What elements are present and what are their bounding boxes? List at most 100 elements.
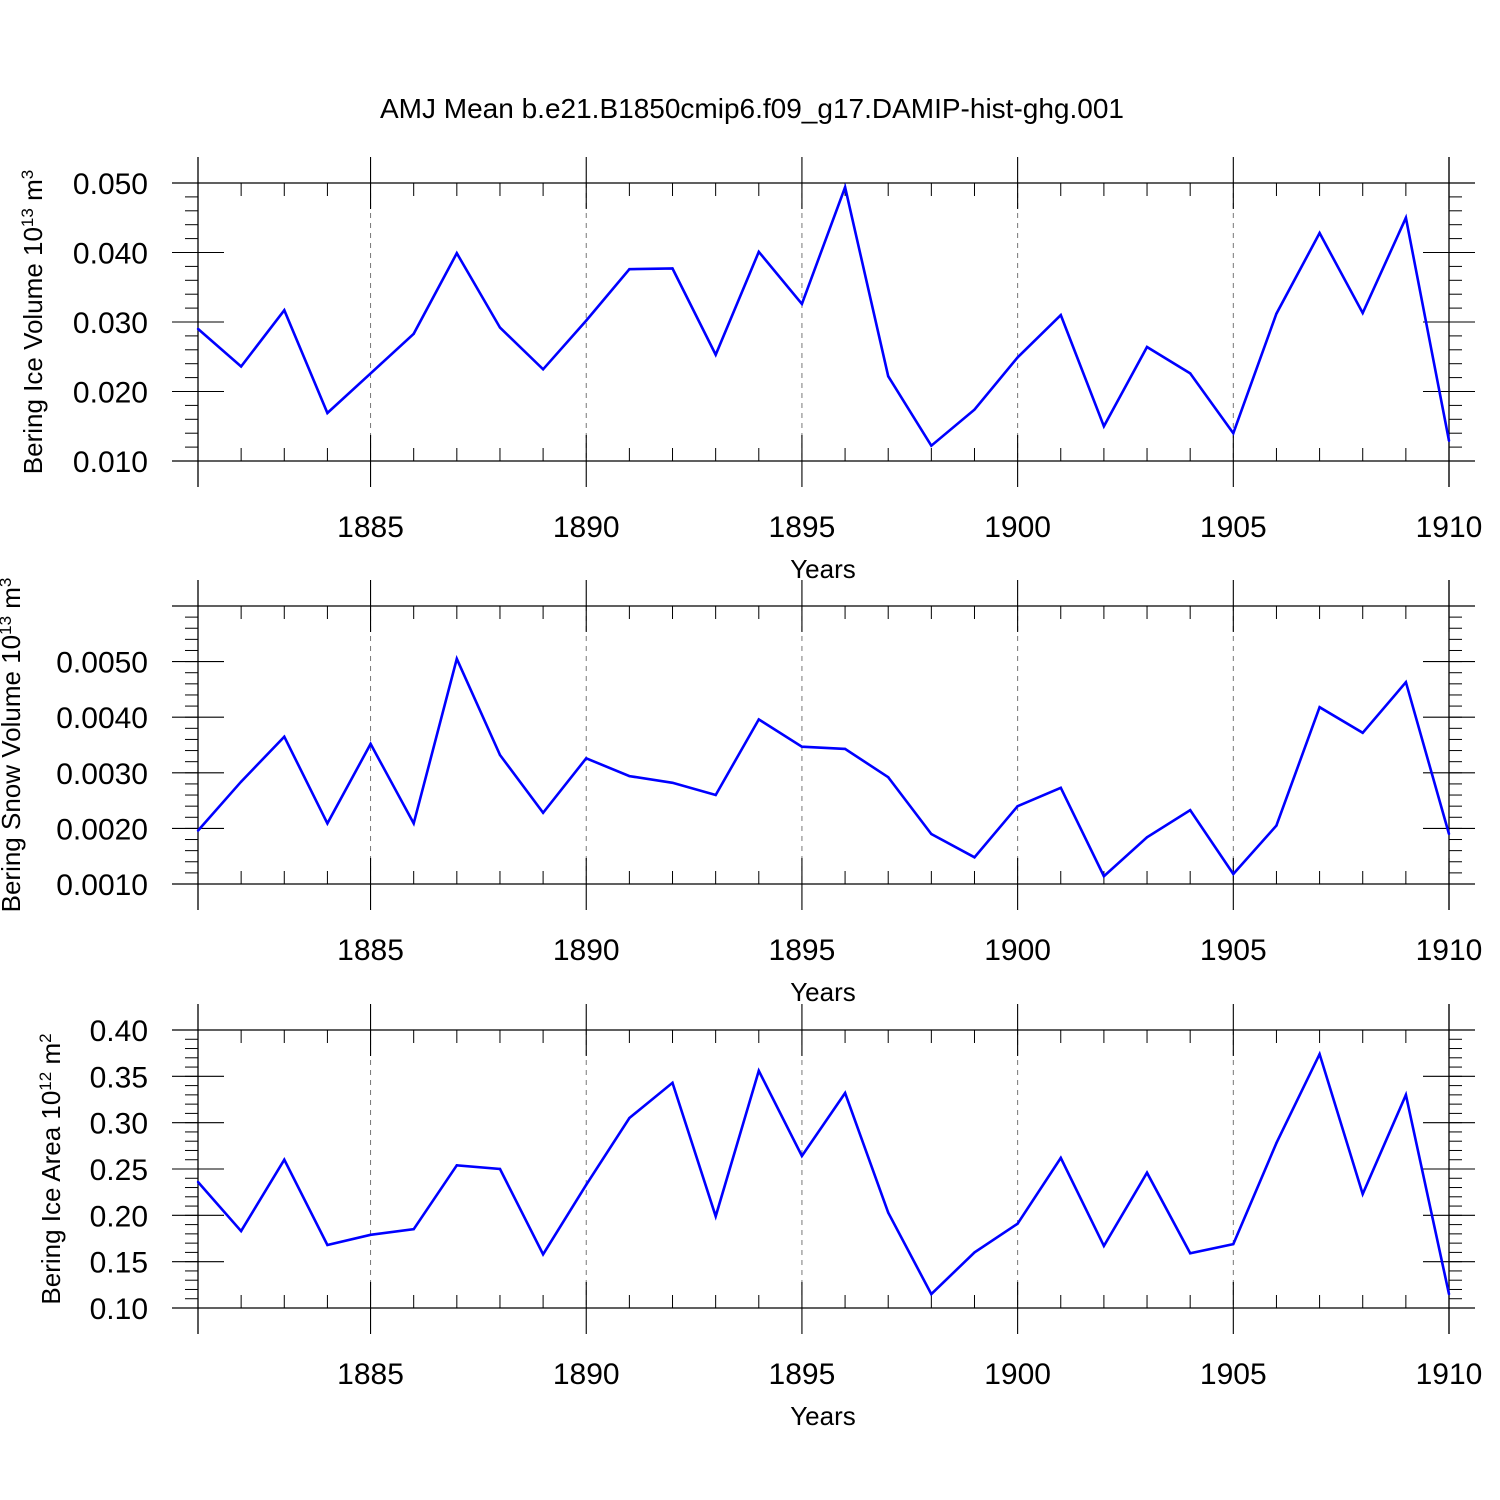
data-point-1898: [930, 832, 933, 836]
data-point-1899: [973, 856, 976, 859]
y-tick-label: 0.0040: [56, 702, 148, 735]
data-point-1910: [1447, 832, 1451, 836]
data-point-1900: [1016, 804, 1019, 808]
y-tick-label: 0.10: [90, 1293, 148, 1326]
panel-1: 0.010 0.020 0.030 0.040 0.050 1885 1890 1895 190…: [18, 157, 1483, 584]
data-point-1899: [973, 408, 976, 411]
data-point-1904: [1188, 372, 1192, 375]
x-tick-label: 1910: [1416, 934, 1483, 967]
y-label-superscript: 13: [0, 616, 15, 635]
x-tick-label: 1895: [769, 511, 836, 544]
data-point-1900: [1016, 1222, 1019, 1225]
data-point-1887: [455, 1164, 459, 1167]
x-tick-label: 1905: [1200, 934, 1267, 967]
panel-2: 0.0010 0.0020 0.0030 0.0040 0.0050 1885 1890 18…: [0, 578, 1482, 1007]
data-point-1904: [1188, 1252, 1192, 1255]
data-point-1905: [1232, 432, 1235, 435]
data-point-1902: [1102, 425, 1106, 428]
x-axis-label: Years: [790, 1401, 856, 1431]
data-point-1908: [1361, 1192, 1364, 1196]
data-point-1902: [1102, 875, 1106, 878]
data-point-1885: [369, 1233, 372, 1236]
data-point-1906: [1275, 824, 1278, 827]
x-tick-label: 1910: [1416, 1358, 1483, 1391]
data-point-1892: [671, 267, 674, 270]
x-axis-label: Years: [790, 977, 856, 1007]
data-point-1886: [412, 1228, 415, 1231]
data-point-1893: [714, 1215, 717, 1218]
series-line: [197, 182, 1451, 448]
data-point-1889: [541, 811, 545, 815]
figure-title: AMJ Mean b.e21.B1850cmip6.f09_g17.DAMIP-…: [380, 93, 1124, 124]
data-point-1909: [1404, 680, 1408, 684]
data-point-1892: [671, 1081, 674, 1085]
data-point-1884: [326, 411, 329, 415]
x-tick-label: 1895: [769, 934, 836, 967]
data-point-1882: [239, 365, 243, 368]
x-tick-label: 1890: [553, 1358, 620, 1391]
y-label-text: Bering Ice Volume 10: [18, 227, 48, 474]
y-tick-label: 0.020: [73, 377, 148, 410]
data-point-1901: [1059, 313, 1062, 317]
y-label-text: Bering Ice Area 10: [36, 1091, 66, 1305]
data-point-1881: [196, 327, 200, 331]
data-point-1895: [800, 1154, 804, 1158]
data-point-1881: [196, 829, 200, 832]
data-point-1910: [1447, 439, 1451, 443]
data-point-1901: [1059, 786, 1062, 790]
data-point-1883: [283, 735, 286, 738]
x-tick-label: 1885: [337, 1358, 404, 1391]
y-label-superscript: 13: [18, 208, 37, 227]
data-point-1909: [1404, 1093, 1408, 1097]
data-point-1894: [757, 250, 760, 254]
y-label-superscript: 12: [36, 1072, 55, 1091]
x-tick-label: 1890: [553, 511, 620, 544]
x-tick-label: 1885: [337, 934, 404, 967]
data-point-1897: [887, 375, 890, 378]
data-point-1882: [239, 1229, 243, 1233]
data-point-1881: [196, 1180, 200, 1184]
x-tick-label: 1910: [1416, 511, 1483, 544]
panel-3: 0.10 0.15 0.20 0.25 0.30 0.35 0.40 1885 1890 1895…: [36, 1004, 1483, 1431]
y-tick-label: 0.010: [73, 446, 148, 479]
data-point-1891: [628, 774, 631, 778]
x-tick-label: 1905: [1200, 511, 1267, 544]
x-tick-label: 1895: [769, 1358, 836, 1391]
series-line: [197, 654, 1451, 879]
y-tick-label: 0.040: [73, 238, 148, 271]
data-point-1896: [843, 1091, 847, 1095]
x-tick-label: 1905: [1200, 1358, 1267, 1391]
x-tick-label: 1900: [984, 511, 1051, 544]
data-point-1894: [757, 1069, 760, 1072]
data-point-1890: [585, 757, 588, 760]
data-point-1896: [843, 747, 847, 751]
data-point-1884: [326, 1243, 329, 1247]
data-point-1906: [1275, 1141, 1278, 1145]
x-axis-label: Years: [790, 554, 856, 584]
x-tick-label: 1900: [984, 1358, 1051, 1391]
data-point-1906: [1275, 312, 1278, 315]
y-tick-label: 0.030: [73, 307, 148, 340]
series-line: [197, 1050, 1451, 1297]
data-point-1907: [1318, 705, 1321, 709]
x-tick-label: 1890: [553, 934, 620, 967]
y-tick-label: 0.15: [90, 1247, 148, 1280]
data-point-1885: [369, 742, 372, 746]
data-point-1910: [1447, 1292, 1451, 1296]
data-point-1887: [455, 657, 459, 661]
data-point-1889: [541, 1253, 545, 1256]
y-tick-label: 0.0030: [56, 758, 148, 791]
data-point-1887: [455, 251, 459, 255]
y-label-superscript: 3: [0, 578, 15, 587]
data-point-1892: [671, 781, 674, 785]
data-point-1894: [757, 718, 760, 721]
data-point-1903: [1145, 345, 1149, 349]
data-point-1883: [283, 1158, 286, 1161]
data-point-1890: [585, 1183, 588, 1186]
data-point-1884: [326, 822, 329, 825]
data-point-1909: [1404, 216, 1408, 219]
y-tick-label: 0.35: [90, 1061, 148, 1094]
x-tick-label: 1900: [984, 934, 1051, 967]
